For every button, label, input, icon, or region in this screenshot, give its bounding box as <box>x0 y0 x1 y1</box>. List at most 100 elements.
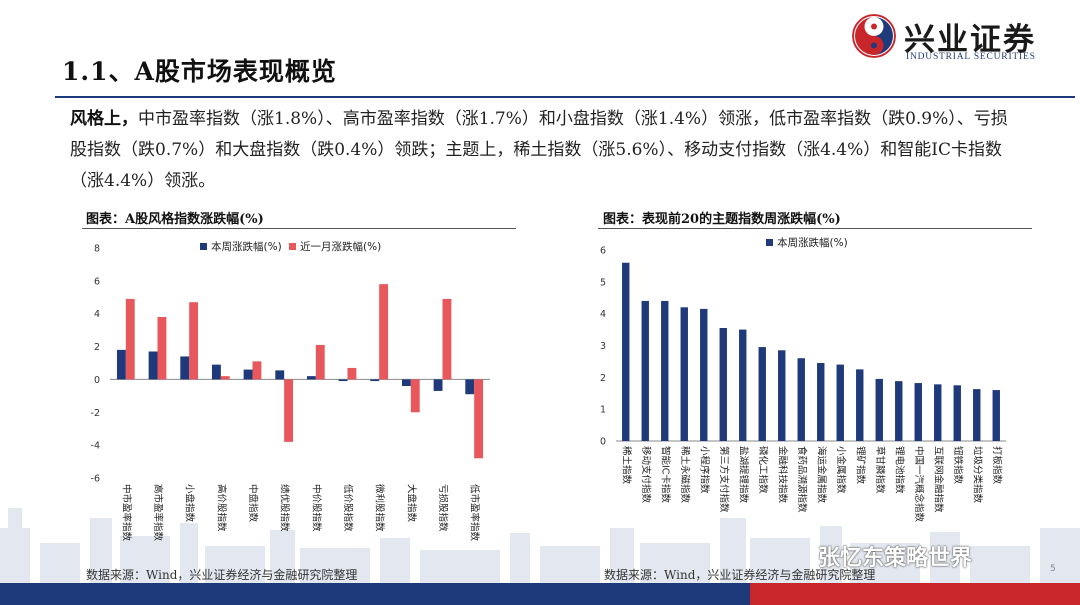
theme-index-bar-chart: 0 1 2 3 4 5 6 稀土指数 移动支付指数 智能IC卡指数 稀土永磁指数 小程序指数 第三方支付… <box>600 236 1006 523</box>
y-tick-label: -2 <box>91 408 100 419</box>
bar <box>306 376 316 380</box>
x-tick-label: 稀土指数 <box>620 446 632 485</box>
company-logo-icon <box>852 14 896 58</box>
y-tick-label: 3 <box>600 341 606 352</box>
summary-body: 中市盈率指数（涨1.8%）、高市盈率指数（涨1.7%）和小盘指数（涨1.4%）领… <box>70 109 1008 191</box>
x-tick-label: 大盘指数 <box>405 484 417 523</box>
bar <box>622 262 630 441</box>
bar <box>895 381 903 441</box>
x-tick-label: 锂电池指数 <box>893 446 905 494</box>
bar <box>370 379 380 382</box>
x-tick-label: 中盘指数 <box>247 484 259 523</box>
bar <box>758 347 766 441</box>
legend-swatch <box>289 243 296 250</box>
x-tick-label: 移动支付指数 <box>640 446 652 504</box>
x-tick-label: 稀土永磁指数 <box>679 446 691 504</box>
bar <box>953 385 961 441</box>
x-tick-label: 金融科技指数 <box>776 446 788 504</box>
x-tick-label: 中价股指数 <box>310 484 322 532</box>
legend-label: 近一月涨跌幅(%) <box>300 240 381 253</box>
x-tick-label: 打板指数 <box>991 446 1003 485</box>
bar <box>797 358 805 441</box>
y-tick-label: 6 <box>600 246 606 257</box>
right-caption-rule <box>598 228 1032 229</box>
footer-band-red <box>750 583 1080 605</box>
legend-label: 本周涨跌幅(%) <box>211 240 282 253</box>
bar <box>347 367 357 380</box>
right-chart-source: 数据来源：Wind，兴业证券经济与金融研究院整理 <box>604 568 876 582</box>
bar <box>856 369 864 442</box>
bar <box>836 364 844 441</box>
x-tick-label: 草甘膦指数 <box>874 446 886 494</box>
bar <box>284 379 294 442</box>
x-tick-label: 高价股指数 <box>215 484 227 532</box>
y-tick-label: 0 <box>600 437 606 448</box>
x-tick-label: 海运金属指数 <box>815 446 827 504</box>
x-tick-label: 绩优股指数 <box>279 484 291 532</box>
watermark: 张忆东策略世界 <box>818 546 973 571</box>
page-title: 1.1、A股市场表现概览 <box>62 57 337 86</box>
x-tick-label: 锂矿指数 <box>854 446 866 485</box>
bar <box>739 329 747 441</box>
bar <box>474 379 484 459</box>
legend-swatch <box>200 243 207 250</box>
logo-chinese-name: 兴业证券 <box>904 22 1036 58</box>
y-tick-label: -6 <box>91 474 100 485</box>
left-caption-rule <box>82 228 516 229</box>
bar <box>817 363 825 441</box>
bar <box>465 379 475 395</box>
bar <box>220 376 230 380</box>
bar <box>778 350 786 441</box>
bar <box>125 298 135 380</box>
y-tick-label: 0 <box>94 375 100 386</box>
bar <box>252 361 262 380</box>
bar <box>189 302 199 380</box>
bar <box>243 369 253 380</box>
bar <box>641 300 649 441</box>
bar <box>315 344 325 380</box>
bar <box>338 379 348 382</box>
y-tick-label: 2 <box>94 342 100 353</box>
bar <box>180 356 190 380</box>
title-divider <box>55 96 1075 98</box>
x-tick-label: 低价股指数 <box>342 484 354 532</box>
bar <box>211 364 221 380</box>
x-tick-label: 小金属指数 <box>835 446 847 494</box>
bar <box>875 378 883 441</box>
x-tick-label: 智能IC卡指数 <box>659 446 671 503</box>
bar <box>157 317 167 380</box>
bar <box>680 307 688 441</box>
x-tick-label: 第三方支付指数 <box>718 446 730 513</box>
x-tick-label: 盐湖提锂指数 <box>737 446 749 504</box>
logo-english-name: INDUSTRIAL SECURITIES <box>906 52 1036 62</box>
y-tick-label: 8 <box>94 244 100 255</box>
bar <box>442 298 452 380</box>
bar <box>934 384 942 441</box>
bar <box>661 300 669 441</box>
legend-swatch <box>766 239 773 246</box>
bar <box>992 390 1000 441</box>
x-tick-label: 食药品溯源指数 <box>796 446 808 513</box>
left-chart-source: 数据来源：Wind，兴业证券经济与金融研究院整理 <box>86 568 358 582</box>
x-tick-label: 低市盈率指数 <box>469 484 481 542</box>
y-tick-label: 4 <box>600 309 606 320</box>
y-tick-label: 4 <box>94 309 100 320</box>
y-tick-label: 1 <box>600 405 606 416</box>
x-tick-label: 钮铁指数 <box>952 446 964 485</box>
bar <box>379 284 389 380</box>
y-tick-label: 2 <box>600 373 606 384</box>
bar <box>401 379 411 386</box>
page-number: 5 <box>1050 564 1056 574</box>
summary-lead: 风格上， <box>70 109 138 129</box>
x-tick-label: 小盘指数 <box>184 484 196 523</box>
x-tick-label: 互联网金融指数 <box>932 446 944 513</box>
bar <box>410 379 420 413</box>
x-tick-label: 亏损股指数 <box>437 484 449 532</box>
x-tick-label: 垃圾分类指数 <box>971 446 983 504</box>
left-chart-caption: 图表：A股风格指数涨跌幅(%) <box>86 212 264 227</box>
x-tick-label: 小程序指数 <box>698 446 710 494</box>
bar <box>700 308 708 441</box>
bar <box>116 349 126 380</box>
y-tick-label: 6 <box>94 276 100 287</box>
y-tick-label: 5 <box>600 277 606 288</box>
